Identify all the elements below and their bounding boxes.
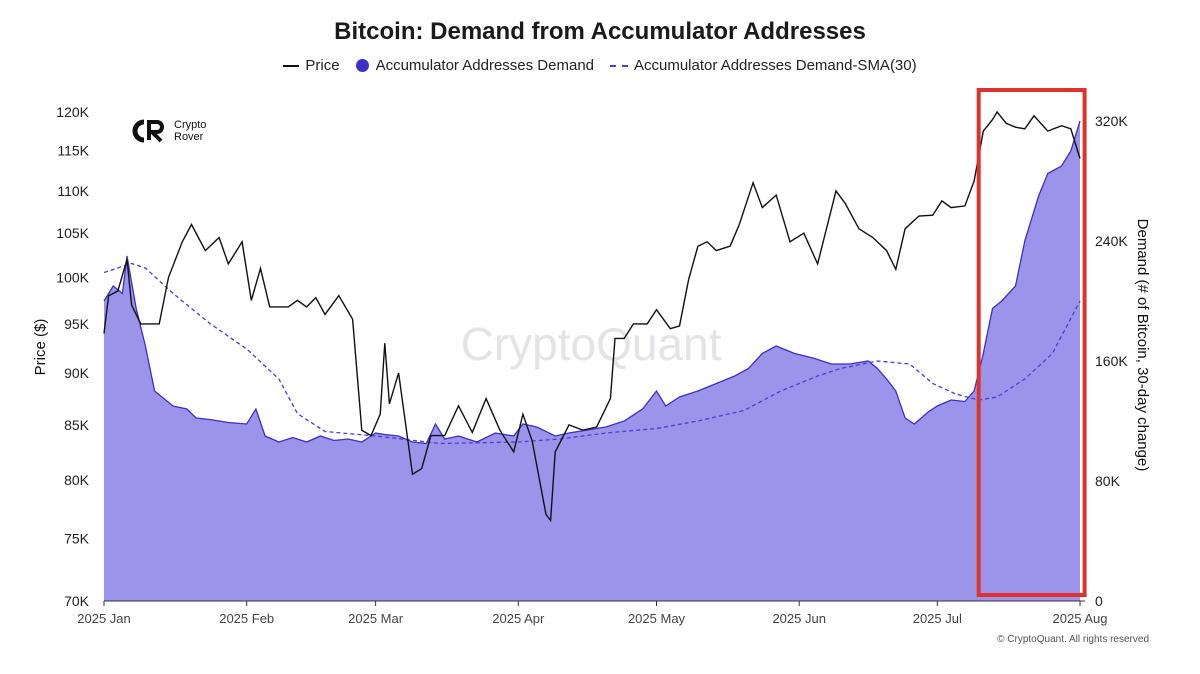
legend-item-price[interactable]: Price — [283, 57, 340, 74]
y-right-tick-label: 80K — [1095, 473, 1121, 489]
legend-label-demand: Accumulator Addresses Demand — [375, 57, 594, 74]
y-right-tick-label: 160K — [1095, 353, 1128, 369]
y-left-tick-label: 120K — [56, 104, 89, 120]
y-left-tick-label: 85K — [64, 417, 90, 433]
y-right-tick-label: 240K — [1095, 233, 1128, 249]
x-tick-label: 2025 Jun — [772, 611, 826, 626]
chart-legend: Price Accumulator Addresses Demand Accum… — [0, 57, 1200, 74]
y-left-tick-label: 90K — [64, 365, 90, 381]
copyright-notice: © CryptoQuant. All rights reserved — [997, 634, 1149, 645]
y-left-axis-label: Price ($) — [32, 319, 49, 376]
legend-label-price: Price — [305, 57, 340, 74]
legend-item-demand[interactable]: Accumulator Addresses Demand — [355, 57, 594, 74]
y-right-tick-label: 0 — [1095, 593, 1103, 609]
x-tick-label: 2025 Mar — [348, 611, 404, 626]
y-left-tick-label: 115K — [57, 143, 89, 159]
y-left-tick-label: 110K — [57, 183, 89, 199]
y-left-tick-label: 70K — [64, 593, 90, 609]
demand-line — [103, 120, 1081, 445]
y-right-tick-label: 320K — [1095, 113, 1128, 129]
y-left-tick-label: 105K — [56, 225, 89, 241]
price-line — [103, 110, 1081, 523]
legend-line-swatch — [283, 64, 300, 67]
y-left-tick-label: 75K — [64, 530, 90, 546]
chart-title: Bitcoin: Demand from Accumulator Address… — [334, 18, 866, 45]
highlight-box — [976, 88, 1087, 597]
cr-logo-icon — [132, 119, 164, 143]
x-tick-label: 2025 Jul — [913, 611, 962, 626]
crypto-rover-logo: Crypto Rover — [131, 118, 206, 144]
logo-text-line2: Rover — [174, 131, 204, 143]
x-tick-label: 2025 Aug — [1053, 611, 1108, 626]
price-layer — [103, 110, 1081, 523]
watermark: CryptoQuant — [461, 318, 722, 370]
y-left-tick-label: 100K — [56, 269, 89, 285]
legend-label-sma: Accumulator Addresses Demand-SMA(30) — [634, 57, 917, 74]
x-tick-label: 2025 Feb — [219, 611, 274, 626]
x-ticks: 2025 Jan 2025 Feb 2025 Mar 2025 Apr 2025 May… — [77, 601, 1107, 626]
demand-area-layer — [103, 120, 1081, 601]
y-right-axis-label: Demand (# of Bitcoin, 30-day change) — [1134, 219, 1151, 472]
x-tick-label: 2025 May — [628, 611, 686, 626]
legend-dash-swatch — [610, 64, 628, 67]
legend-dot-swatch — [355, 59, 369, 72]
x-tick-label: 2025 Apr — [492, 611, 545, 626]
legend-item-sma[interactable]: Accumulator Addresses Demand-SMA(30) — [610, 57, 917, 74]
demand-area — [104, 121, 1080, 601]
y-left-tick-label: 80K — [64, 472, 90, 488]
y-left-tick-label: 95K — [64, 316, 90, 332]
y-right-ticks: 320K 240K 160K 80K 0 — [1095, 113, 1128, 609]
logo-text-line1: Crypto — [174, 119, 207, 131]
x-tick-label: 2025 Jan — [77, 611, 131, 626]
y-left-ticks: 120K 115K 110K 105K 100K 95K 90K 85K 80K 75K 70K — [56, 104, 89, 609]
